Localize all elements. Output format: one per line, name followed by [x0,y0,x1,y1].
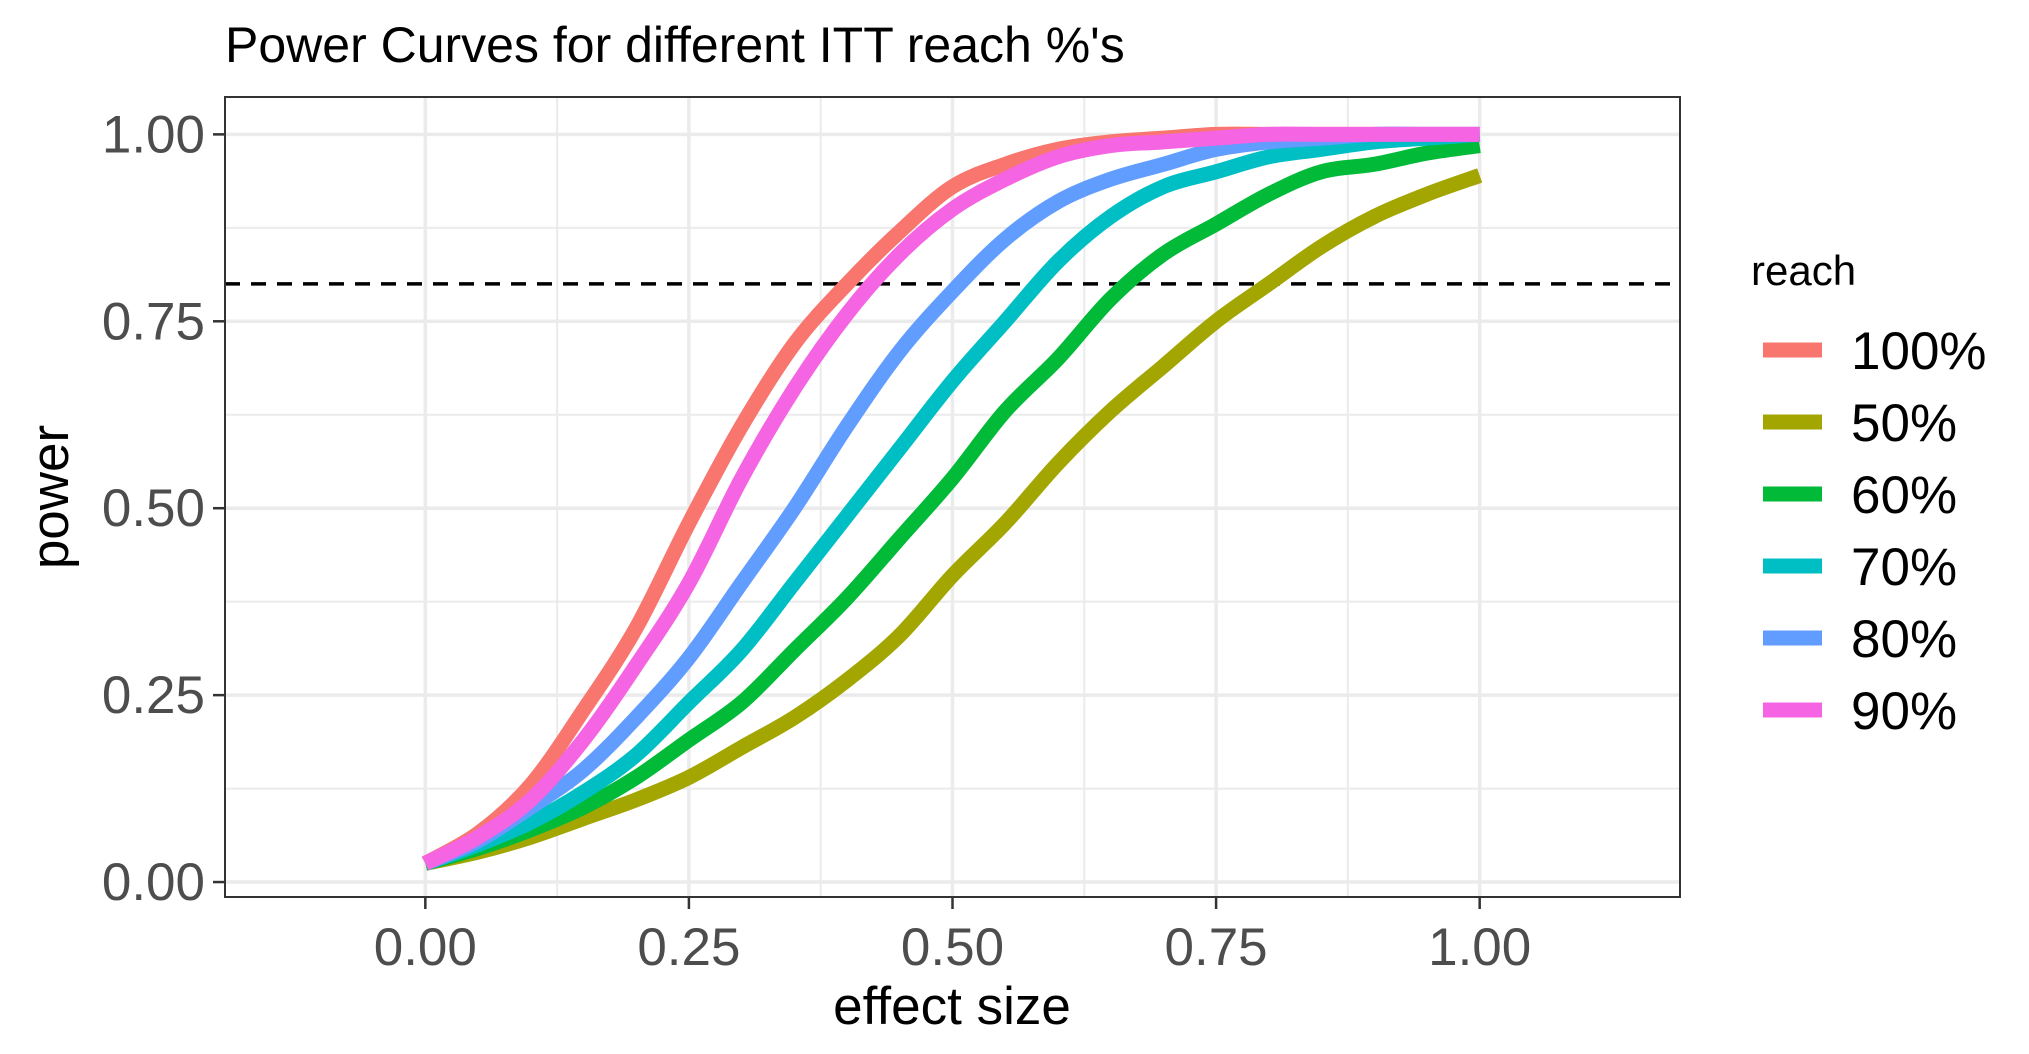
y-tick-label: 1.00 [102,105,205,164]
legend-items: 100% 50% 60% 70% 80% 90% [1763,322,1987,741]
x-axis-ticks: 0.00 0.25 0.50 0.75 1.00 [374,897,1531,977]
legend-label: 100% [1851,322,1987,381]
series-line-90pct [421,126,1480,871]
series-line-70pct [422,126,1481,871]
legend-title: reach [1751,247,1856,294]
x-tick-label: 0.50 [901,918,1004,977]
legend: reach 100% 50% 60% 70% 80% 90% [1751,247,1987,741]
y-tick-label: 0.25 [102,666,205,725]
y-tick-label: 0.00 [102,853,205,912]
series-line-60pct [423,138,1481,871]
legend-label: 50% [1851,394,1957,453]
grid-major [225,97,1680,897]
x-axis-title: effect size [833,977,1071,1036]
legend-label: 90% [1851,682,1957,741]
y-tick-label: 0.50 [102,479,205,538]
x-tick-label: 0.75 [1165,918,1268,977]
series-line-50pct [423,168,1483,871]
series-lines [421,126,1483,871]
plot-panel [224,96,1681,898]
y-axis-ticks: 0.00 0.25 0.50 0.75 1.00 [102,105,225,912]
legend-label: 70% [1851,538,1957,597]
x-tick-label: 0.00 [374,918,477,977]
chart-title: Power Curves for different ITT reach %'s [225,17,1125,73]
legend-label: 60% [1851,466,1957,525]
x-tick-label: 1.00 [1428,918,1531,977]
x-tick-label: 0.25 [637,918,740,977]
y-axis-title: power [21,425,80,569]
legend-label: 80% [1851,610,1957,669]
y-tick-label: 0.75 [102,292,205,351]
